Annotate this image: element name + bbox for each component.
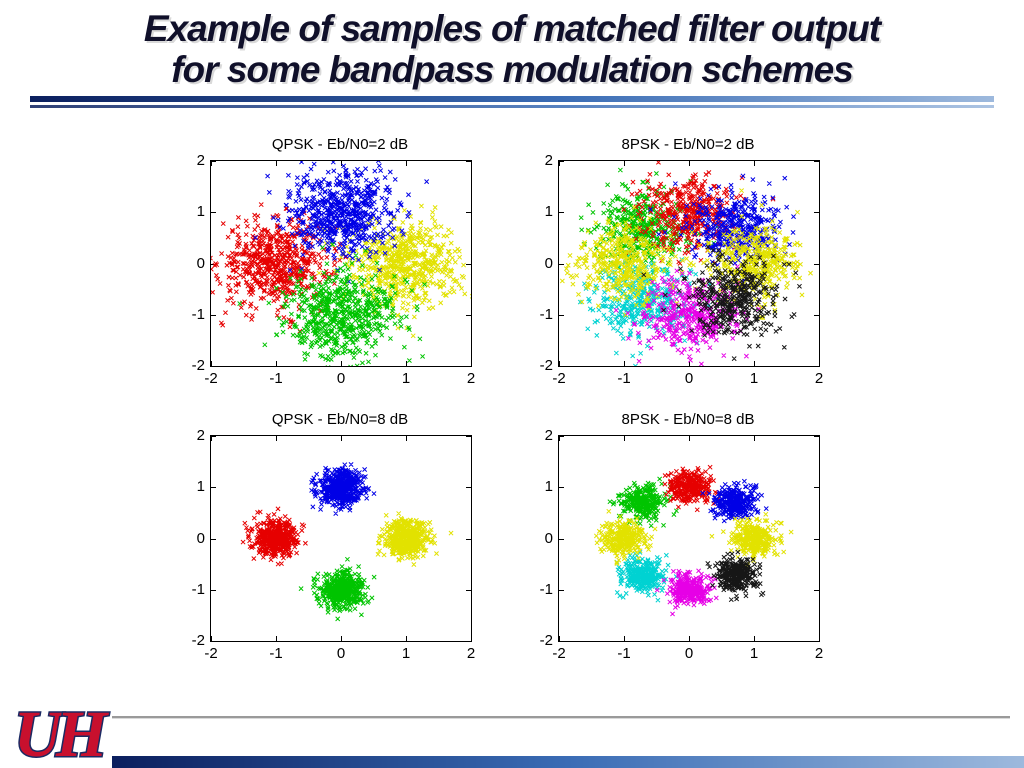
y-tick-label: 1 — [196, 478, 205, 496]
title-accent-bar — [30, 96, 994, 102]
slide-title: Example of samples of matched filter out… — [0, 8, 1024, 90]
x-tick-label: -2 — [552, 645, 566, 662]
x-tick-label: -2 — [552, 370, 566, 387]
y-tick-label: -1 — [191, 580, 205, 598]
x-tick-label: 1 — [749, 645, 759, 662]
scatter-canvas — [211, 436, 471, 641]
plot-area: -2 -1 0 1 2 -2 -1 0 1 2 — [192, 427, 476, 662]
slide-title-line1: Example of samples of matched filter out… — [143, 8, 881, 49]
chart-title: QPSK - Eb/N0=2 dB — [271, 136, 409, 153]
x-tick-label: 2 — [466, 370, 476, 387]
title-accent-bar-thin — [30, 105, 994, 108]
y-tick-label: 0 — [196, 254, 205, 272]
x-tick-label: 1 — [401, 645, 411, 662]
y-tick-label: 2 — [196, 152, 205, 169]
chart-qpsk-8db: QPSK - Eb/N0=8 dB -2 -1 0 1 2 -2 -1 0 1 2 — [165, 411, 515, 681]
y-tick-label: 1 — [544, 203, 553, 221]
x-tick-label: -2 — [204, 370, 218, 387]
x-tick-label: 2 — [814, 645, 824, 662]
plot-area: -2 -1 0 1 2 -2 -1 0 1 2 — [192, 152, 476, 387]
y-tick-label: 2 — [544, 152, 553, 169]
y-tick-label: 2 — [196, 427, 205, 444]
x-tick-label: 1 — [749, 370, 759, 387]
y-tick-label: 0 — [544, 254, 553, 272]
y-tick-label: -1 — [191, 305, 205, 323]
uh-logo: U H — [12, 694, 118, 768]
scatter-canvas — [559, 436, 819, 641]
chart-title: 8PSK - Eb/N0=8 dB — [621, 411, 755, 428]
x-tick-label: -1 — [269, 645, 283, 662]
x-tick-label: -2 — [204, 645, 218, 662]
y-tick-label: -2 — [191, 357, 205, 374]
x-tick-label: -1 — [617, 370, 631, 387]
footer-divider — [112, 716, 1010, 718]
y-tick-label: 2 — [544, 427, 553, 444]
y-tick-label: 0 — [544, 529, 553, 547]
slide-title-line2: for some bandpass modulation schemes — [171, 49, 854, 90]
chart-8psk-2db: 8PSK - Eb/N0=2 dB -2 -1 0 1 2 -2 -1 0 1 2 — [513, 136, 863, 406]
x-tick-label: 0 — [684, 645, 694, 662]
y-tick-label: -1 — [539, 305, 553, 323]
y-tick-label: -2 — [539, 632, 553, 649]
uh-logo-graphic: U H — [13, 697, 112, 768]
footer-accent-bar — [112, 756, 1024, 768]
chart-title: 8PSK - Eb/N0=2 dB — [621, 136, 755, 153]
x-tick-label: 0 — [336, 645, 346, 662]
y-tick-label: 1 — [544, 478, 553, 496]
x-tick-label: -1 — [269, 370, 283, 387]
chart-title: QPSK - Eb/N0=8 dB — [271, 411, 409, 428]
plot-area: -2 -1 0 1 2 -2 -1 0 1 2 — [540, 427, 824, 662]
chart-8psk-8db: 8PSK - Eb/N0=8 dB -2 -1 0 1 2 -2 -1 0 1 2 — [513, 411, 863, 681]
scatter-canvas — [211, 161, 471, 366]
y-tick-label: 0 — [196, 529, 205, 547]
y-tick-label: -2 — [539, 357, 553, 374]
plot-area: -2 -1 0 1 2 -2 -1 0 1 2 — [540, 152, 824, 387]
x-tick-label: 2 — [466, 645, 476, 662]
y-tick-label: 1 — [196, 203, 205, 221]
x-tick-label: 0 — [684, 370, 694, 387]
x-tick-label: -1 — [617, 645, 631, 662]
chart-qpsk-2db: QPSK - Eb/N0=2 dB -2 -1 0 1 2 -2 -1 0 1 2 — [165, 136, 515, 406]
scatter-canvas — [559, 161, 819, 366]
x-tick-label: 2 — [814, 370, 824, 387]
x-tick-label: 1 — [401, 370, 411, 387]
uh-logo-letter-u: U — [14, 698, 65, 768]
x-tick-label: 0 — [336, 370, 346, 387]
uh-logo-letter-h: H — [55, 698, 110, 768]
y-tick-label: -1 — [539, 580, 553, 598]
y-tick-label: -2 — [191, 632, 205, 649]
